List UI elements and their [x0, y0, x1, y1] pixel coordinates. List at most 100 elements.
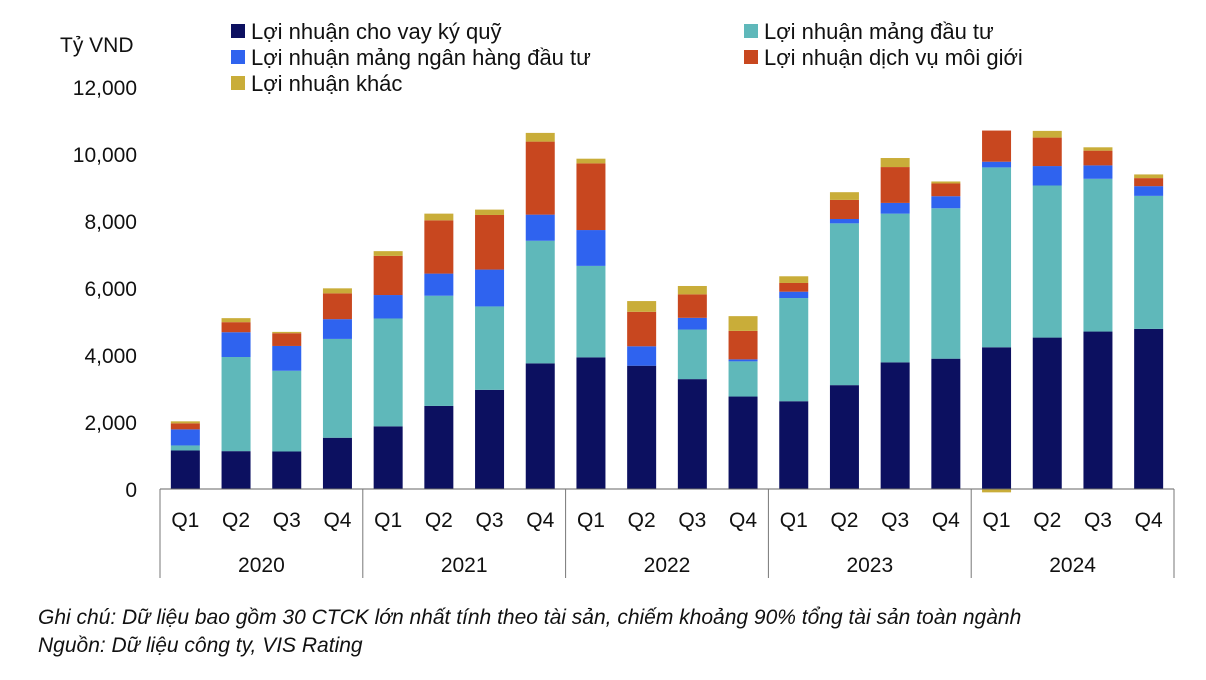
bar-segment-series-4 — [576, 158, 606, 164]
x-tick-label: Q1 — [983, 509, 1011, 532]
x-tick-label: Q2 — [425, 509, 453, 532]
x-tick-label: Q3 — [1084, 509, 1112, 532]
x-tick-label: Q1 — [374, 509, 402, 532]
bar-segment-series-0 — [475, 389, 505, 489]
bar-segment-series-1 — [880, 213, 910, 363]
bar-segment-series-2 — [1134, 186, 1164, 196]
x-tick-label: Q3 — [881, 509, 909, 532]
x-tick-label: Q2 — [1033, 509, 1061, 532]
bar-segment-series-3 — [424, 220, 454, 274]
bar-segment-series-3 — [525, 141, 555, 215]
bar-segment-series-3 — [373, 255, 403, 296]
bar-segment-series-2 — [576, 230, 606, 266]
year-group-label: 2024 — [1049, 554, 1096, 577]
bar-segment-series-0 — [982, 347, 1012, 489]
bar-segment-series-3 — [677, 294, 707, 318]
bar-segment-series-3 — [1032, 137, 1062, 167]
bar-segment-series-1 — [779, 298, 809, 402]
bar-segment-series-0 — [779, 401, 809, 489]
bar-segment-series-1 — [576, 265, 606, 358]
bar-segment-series-0 — [627, 365, 657, 489]
bar-segment-series-0 — [322, 437, 352, 489]
y-tick-label: 10,000 — [73, 144, 137, 167]
x-tick-label: Q4 — [526, 509, 554, 532]
bar-segment-series-1 — [373, 318, 403, 427]
bar-segment-series-0 — [829, 385, 859, 489]
x-tick-label: Q1 — [171, 509, 199, 532]
bar-segment-series-2 — [1083, 165, 1113, 179]
bar-segment-series-0 — [931, 358, 961, 489]
bar-segment-series-2 — [373, 295, 403, 319]
legend-label: Lợi nhuận mảng ngân hàng đầu tư — [251, 45, 591, 70]
bar-segment-series-2 — [272, 345, 302, 371]
x-tick-label: Q1 — [780, 509, 808, 532]
bar-segment-series-1 — [1032, 185, 1062, 338]
year-group-label: 2020 — [238, 554, 285, 577]
bar-segment-series-4 — [829, 192, 859, 200]
bar-segment-series-0 — [525, 363, 555, 489]
stacked-bar-chart: Tỷ VND Lợi nhuận cho vay ký quỹ Lợi nhuận… — [60, 19, 1175, 578]
bar-segment-series-2 — [627, 346, 657, 366]
bar-segment-series-3 — [221, 322, 251, 333]
bar-segment-series-3 — [627, 311, 657, 347]
bar-segment-series-4 — [1032, 130, 1062, 138]
bar-segment-series-2 — [1032, 166, 1062, 186]
bar-segment-series-3 — [322, 293, 352, 320]
bar-segment-series-3 — [931, 183, 961, 197]
bar-segment-series-0 — [677, 379, 707, 489]
bar-segment-series-4 — [424, 213, 454, 221]
bar-segment-series-4 — [931, 181, 961, 184]
bar-segment-series-2 — [982, 161, 1012, 168]
year-group-label: 2021 — [441, 554, 488, 577]
y-axis-unit-label: Tỷ VND — [60, 34, 134, 57]
bar-segment-series-1 — [982, 167, 1012, 348]
bar-segment-series-4 — [779, 276, 809, 283]
bar-segment-series-2 — [779, 291, 809, 299]
legend-swatch — [231, 24, 245, 38]
bar-segment-series-1 — [829, 223, 859, 386]
bar-segment-series-4 — [170, 421, 200, 424]
legend-label: Lợi nhuận mảng đầu tư — [764, 19, 994, 44]
bar-segment-series-1 — [728, 361, 758, 397]
bar-segment-series-4 — [627, 301, 657, 312]
source-text: Nguồn: Dữ liệu công ty, VIS Rating — [38, 634, 363, 657]
legend-swatch — [744, 50, 758, 64]
y-tick-label: 0 — [125, 479, 137, 502]
bar-segment-series-0 — [373, 426, 403, 489]
bar-segment-series-3 — [982, 130, 1012, 162]
bar-segment-series-3 — [779, 282, 809, 292]
bars — [170, 130, 1164, 493]
bar-segment-series-0 — [221, 451, 251, 489]
bar-segment-series-3 — [475, 214, 505, 270]
bar-segment-series-1 — [221, 357, 251, 452]
bar-segment-series-2 — [931, 196, 961, 209]
legend-swatch — [744, 24, 758, 38]
bar-segment-series-2 — [677, 317, 707, 330]
bar-segment-series-1 — [525, 240, 555, 364]
legend-label: Lợi nhuận cho vay ký quỹ — [251, 19, 501, 44]
bar-segment-series-4 — [322, 288, 352, 294]
bar-segment-series-3 — [576, 163, 606, 231]
bar-segment-series-0 — [424, 405, 454, 489]
bar-segment-series-3 — [272, 333, 302, 346]
bar-segment-series-0 — [880, 362, 910, 489]
bar-segment-series-2 — [829, 218, 859, 224]
y-tick-label: 2,000 — [84, 412, 137, 435]
bar-segment-series-2 — [221, 332, 251, 358]
bar-segment-series-2 — [322, 319, 352, 339]
bar-segment-series-1 — [475, 306, 505, 390]
x-tick-label: Q2 — [830, 509, 858, 532]
x-tick-label: Q3 — [273, 509, 301, 532]
legend: Lợi nhuận cho vay ký quỹ Lợi nhuận mảng đ… — [231, 19, 1023, 96]
legend-swatch — [231, 76, 245, 90]
bar-segment-series-1 — [677, 329, 707, 380]
bar-segment-series-1 — [1134, 195, 1164, 329]
y-tick-label: 4,000 — [84, 345, 137, 368]
x-axis: Q1 Q2 Q3 Q4 Q1 Q2 Q3 Q4 Q1 Q2 Q3 Q4 Q1 Q2 Q3 Q4 Q1 Q2 Q3 Q4… — [159, 488, 1175, 578]
bar-segment-series-3 — [728, 330, 758, 360]
x-tick-label: Q2 — [222, 509, 250, 532]
legend-label: Lợi nhuận dịch vụ môi giới — [764, 45, 1023, 70]
bar-segment-series-4 — [677, 285, 707, 295]
bar-segment-series-4 — [880, 158, 910, 168]
x-tick-label: Q4 — [729, 509, 757, 532]
